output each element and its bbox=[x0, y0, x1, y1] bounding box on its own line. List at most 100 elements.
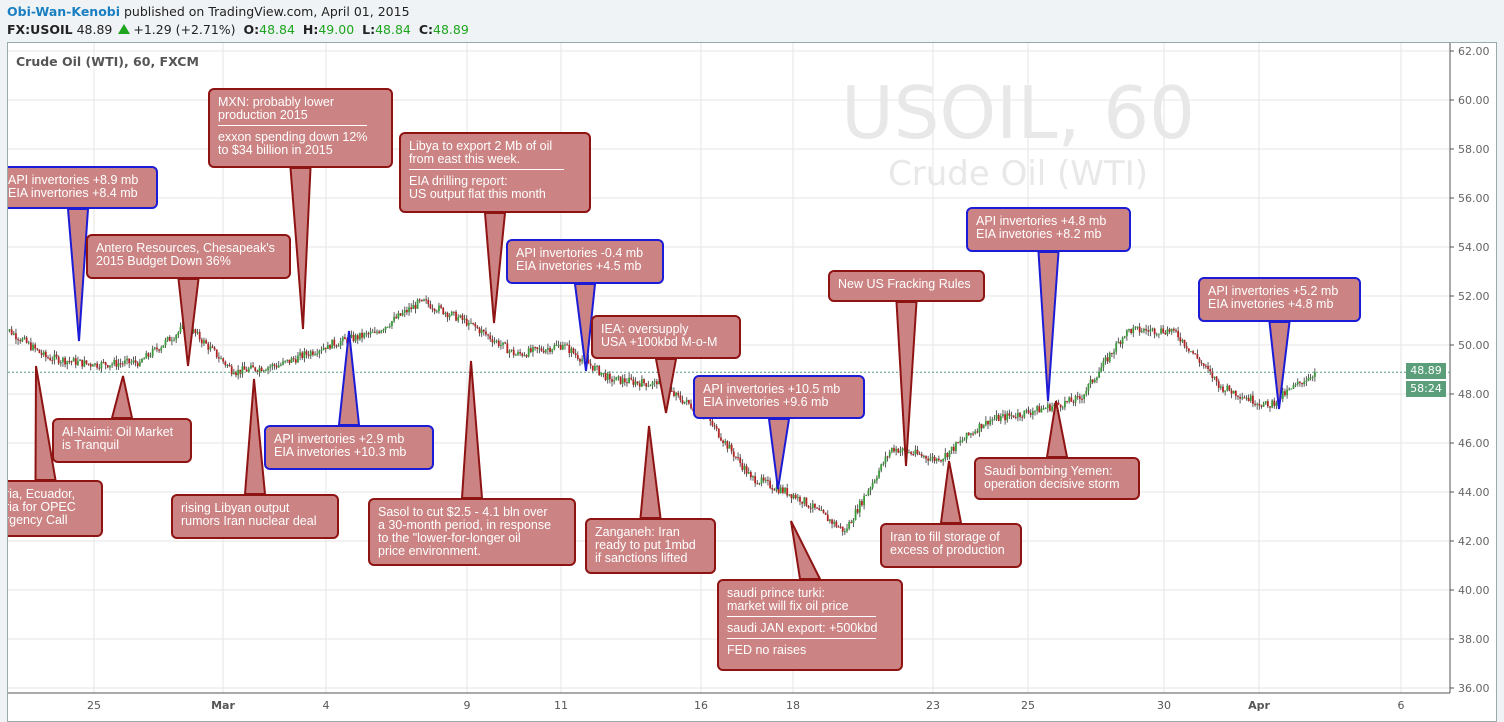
candle-body bbox=[1230, 390, 1233, 394]
callout-annotation[interactable]: API invertories +5.2 mb EIA invetories +… bbox=[1198, 277, 1361, 322]
callout-annotation[interactable]: Libya to export 2 Mb of oil from east th… bbox=[399, 132, 591, 213]
candle-body bbox=[288, 359, 291, 363]
candle-body bbox=[1108, 352, 1111, 362]
candle-body bbox=[369, 331, 372, 334]
chart-canvas[interactable]: 36.00 38.00 40.00 42.00 44.00 46.00 48.00 50.00… bbox=[8, 43, 1497, 722]
candle-body bbox=[931, 456, 934, 459]
candle-body bbox=[551, 349, 554, 352]
candle-body bbox=[1100, 367, 1103, 372]
candle-body bbox=[685, 400, 688, 402]
callout-annotation[interactable]: API invertories +2.9 mb EIA invetories +… bbox=[264, 425, 434, 470]
candle-body bbox=[871, 482, 874, 488]
callout-annotation[interactable]: Antero Resources, Chesapeak's 2015 Budge… bbox=[86, 234, 291, 279]
candle-body bbox=[1211, 371, 1214, 378]
candle-body bbox=[1038, 406, 1041, 413]
candle-body bbox=[974, 431, 977, 434]
y-tick-label: 60.00 bbox=[1458, 94, 1490, 107]
callout-text: New US Fracking Rules bbox=[838, 277, 971, 291]
candle-body bbox=[690, 403, 692, 409]
candle-body bbox=[450, 311, 453, 316]
candle-body bbox=[1262, 403, 1265, 407]
candle-body bbox=[1010, 415, 1013, 417]
candle-body bbox=[145, 353, 148, 359]
candle-body bbox=[192, 329, 195, 333]
author-link[interactable]: Obi-Wan-Kenobi bbox=[7, 4, 121, 19]
candle-body bbox=[273, 364, 276, 366]
candle-body bbox=[643, 379, 645, 384]
callout-pointer bbox=[654, 358, 678, 414]
callout-annotation[interactable]: Sasol to cut $2.5 - 4.1 bln over a 30-mo… bbox=[368, 498, 576, 566]
candle-body bbox=[888, 451, 891, 457]
callout-text: API invertories -0.4 mb EIA invetories +… bbox=[516, 246, 644, 273]
candle-body bbox=[536, 347, 539, 349]
callout-annotation[interactable]: Saudi bombing Yemen: operation decisive … bbox=[974, 457, 1140, 500]
candle-body bbox=[636, 381, 639, 384]
candle-body bbox=[337, 345, 340, 347]
candle-body bbox=[335, 345, 338, 347]
candle-body bbox=[371, 331, 374, 333]
candle-body bbox=[367, 333, 370, 335]
candle-body bbox=[27, 342, 30, 344]
candle-body bbox=[1168, 329, 1171, 332]
candle-body bbox=[57, 356, 60, 364]
callout-annotation[interactable]: eria, Ecuador, eria for OPEC ergency Cal… bbox=[8, 480, 103, 537]
candle-body bbox=[352, 334, 355, 342]
candle-body bbox=[647, 385, 650, 387]
candle-body bbox=[62, 357, 64, 363]
published-text: published on TradingView.com, April 01, … bbox=[124, 4, 410, 19]
price-chart[interactable]: 36.00 38.00 40.00 42.00 44.00 46.00 48.00 50.00… bbox=[7, 42, 1497, 722]
candle-body bbox=[457, 317, 460, 321]
candle-body bbox=[728, 444, 731, 449]
candle-body bbox=[525, 355, 528, 357]
candle-body bbox=[1115, 343, 1118, 352]
candle-body bbox=[923, 456, 925, 458]
candle-body bbox=[606, 373, 609, 381]
candle-body bbox=[1181, 339, 1184, 342]
callout-annotation[interactable]: API invertories -0.4 mb EIA invetories +… bbox=[506, 239, 664, 284]
candle-body bbox=[895, 448, 898, 452]
callout-annotation[interactable]: saudi prince turki: market will fix oil … bbox=[717, 579, 903, 671]
candle-body bbox=[814, 503, 816, 508]
callout-annotation[interactable]: API invertories +10.5 mb EIA invetories … bbox=[693, 375, 865, 419]
candle-body bbox=[91, 364, 94, 367]
candle-body bbox=[1164, 332, 1167, 335]
candle-body bbox=[688, 400, 690, 404]
y-tick-label: 44.00 bbox=[1458, 486, 1490, 499]
callout-annotation[interactable]: IEA: oversupply USA +100kbd M-o-M bbox=[591, 315, 741, 359]
callout-annotation[interactable]: Zanganeh: Iran ready to put 1mbd if sanc… bbox=[585, 518, 716, 574]
candle-body bbox=[59, 362, 62, 364]
candle-body bbox=[215, 349, 218, 358]
candle-body bbox=[745, 466, 748, 474]
candle-body bbox=[1222, 386, 1224, 392]
candle-body bbox=[822, 510, 825, 513]
candle-body bbox=[641, 379, 643, 387]
callout-divider bbox=[218, 125, 367, 126]
candle-body bbox=[1006, 413, 1009, 421]
candle-body bbox=[1271, 400, 1274, 408]
callout-annotation[interactable]: Iran to fill storage of excess of produc… bbox=[880, 523, 1022, 568]
candle-body bbox=[803, 497, 806, 504]
candle-body bbox=[1153, 328, 1156, 335]
low-label: L: bbox=[362, 22, 376, 37]
candle-body bbox=[1160, 328, 1162, 334]
callout-annotation[interactable]: Al-Naimi: Oil Market is Tranquil bbox=[52, 418, 192, 463]
candle-body bbox=[491, 339, 494, 343]
callout-annotation[interactable]: API invertories +8.9 mb EIA invertories … bbox=[8, 166, 158, 209]
candle-body bbox=[852, 520, 855, 524]
candle-body bbox=[756, 483, 759, 485]
callout-annotation[interactable]: API invertories +4.8 mb EIA invetories +… bbox=[966, 207, 1131, 252]
candle-body bbox=[574, 353, 577, 355]
callout-annotation[interactable]: rising Libyan output rumors Iran nuclear… bbox=[171, 494, 339, 539]
candle-body bbox=[634, 381, 637, 385]
candle-body bbox=[604, 372, 607, 381]
candle-body bbox=[1252, 395, 1254, 404]
candle-body bbox=[495, 340, 498, 342]
candle-body bbox=[356, 335, 359, 340]
candle-body bbox=[25, 337, 28, 343]
callout-annotation[interactable]: MXN: probably lower production 2015 exxon… bbox=[208, 88, 393, 168]
callout-annotation[interactable]: New US Fracking Rules bbox=[828, 270, 985, 302]
candle-body bbox=[965, 432, 968, 440]
candle-body bbox=[826, 514, 829, 522]
candle-body bbox=[448, 315, 451, 318]
candle-body bbox=[658, 381, 660, 385]
